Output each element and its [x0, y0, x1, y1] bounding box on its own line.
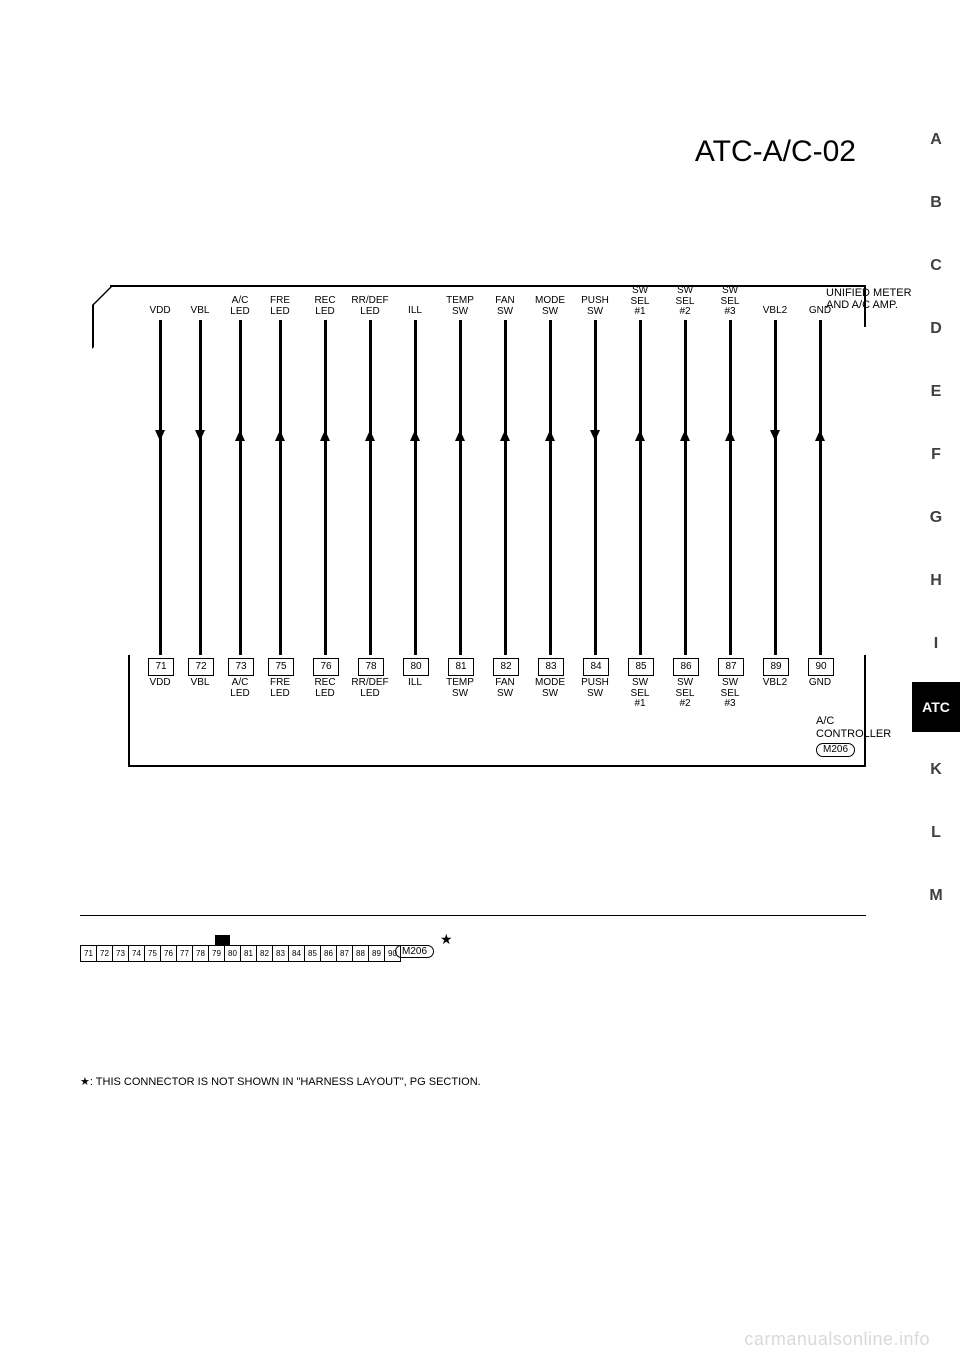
connector-pin-87: 87	[336, 945, 352, 962]
tab-m[interactable]: M	[912, 871, 960, 921]
wire-line	[684, 320, 687, 655]
arrow-down-icon	[155, 430, 165, 441]
unified-l1: UNIFIED METER	[826, 287, 912, 299]
wire-line	[239, 320, 242, 655]
ctrl-l2: CONTROLLER	[816, 728, 891, 740]
section-tabs: ABCDEFGHI ATC KLM	[912, 115, 960, 934]
connector-pin-75: 75	[144, 945, 160, 962]
wire-line	[504, 320, 507, 655]
connector-pin-77: 77	[176, 945, 192, 962]
tab-atc[interactable]: ATC	[912, 682, 960, 732]
connector-pin-80: 80	[224, 945, 240, 962]
tab-h[interactable]: H	[912, 556, 960, 606]
wire-line	[369, 320, 372, 655]
controller-connector-oval: M206	[816, 743, 855, 757]
wire-top-label: SWSEL#3	[705, 286, 755, 318]
wire-line	[159, 320, 162, 655]
connector-cells: 7172737475767778798081828384858687888990	[80, 945, 401, 962]
arrow-up-icon	[815, 430, 825, 441]
connector-pin-71: 71	[80, 945, 96, 962]
separator-line	[80, 915, 866, 916]
arrow-up-icon	[455, 430, 465, 441]
arrow-up-icon	[365, 430, 375, 441]
tab-a[interactable]: A	[912, 115, 960, 165]
connector-pin-72: 72	[96, 945, 112, 962]
tab-k[interactable]: K	[912, 745, 960, 795]
tab-e[interactable]: E	[912, 367, 960, 417]
arrow-up-icon	[545, 430, 555, 441]
wire-line	[774, 320, 777, 655]
tab-b[interactable]: B	[912, 178, 960, 228]
wire-top-label: GND	[795, 306, 845, 317]
connector-key	[215, 935, 230, 945]
footnote-text: : THIS CONNECTOR IS NOT SHOWN IN "HARNES…	[90, 1076, 481, 1088]
wire-line	[279, 320, 282, 655]
wire-line	[819, 320, 822, 655]
wire-line	[549, 320, 552, 655]
page: ABCDEFGHI ATC KLM ATC-A/C-02 UNIFIED METER…	[0, 0, 960, 1358]
arrow-down-icon	[195, 430, 205, 441]
wire-line	[594, 320, 597, 655]
arrow-up-icon	[635, 430, 645, 441]
wiring-diagram: ATC-A/C-02 UNIFIED METER AND A/C AMP. VD…	[80, 115, 876, 1195]
wire-line	[459, 320, 462, 655]
arrow-up-icon	[320, 430, 330, 441]
tab-l[interactable]: L	[912, 808, 960, 858]
arrow-up-icon	[235, 430, 245, 441]
connector-pin-86: 86	[320, 945, 336, 962]
connector-pin-88: 88	[352, 945, 368, 962]
arrow-up-icon	[680, 430, 690, 441]
tab-i[interactable]: I	[912, 619, 960, 669]
connector-pin-84: 84	[288, 945, 304, 962]
connector-pin-73: 73	[112, 945, 128, 962]
controller-box	[128, 655, 866, 767]
watermark: carmanualsonline.info	[744, 1329, 930, 1350]
connector-pin-79: 79	[208, 945, 224, 962]
arrow-down-icon	[770, 430, 780, 441]
connector-pin-78: 78	[192, 945, 208, 962]
tab-c[interactable]: C	[912, 241, 960, 291]
wire-top-label: SWSEL#1	[615, 286, 665, 318]
diagram-title: ATC-A/C-02	[695, 135, 856, 169]
wire-top-label: FRELED	[255, 296, 305, 317]
wire-line	[414, 320, 417, 655]
controller-label: A/C CONTROLLER M206	[816, 715, 916, 757]
footnote: ★: THIS CONNECTOR IS NOT SHOWN IN "HARNE…	[80, 1075, 481, 1088]
connector-pin-82: 82	[256, 945, 272, 962]
connector-pin-81: 81	[240, 945, 256, 962]
arrow-down-icon	[590, 430, 600, 441]
wire-line	[324, 320, 327, 655]
connector-pin-89: 89	[368, 945, 384, 962]
wire-top-label: RECLED	[300, 296, 350, 317]
connector-oval: M206	[395, 945, 434, 958]
wire-top-label: PUSHSW	[570, 296, 620, 317]
connector-pin-83: 83	[272, 945, 288, 962]
arrow-up-icon	[410, 430, 420, 441]
connector-pin-74: 74	[128, 945, 144, 962]
connector-pin-76: 76	[160, 945, 176, 962]
footnote-star: ★	[80, 1076, 90, 1088]
wire-top-label: ILL	[390, 306, 440, 317]
arrow-up-icon	[725, 430, 735, 441]
wire-top-label: FANSW	[480, 296, 530, 317]
arrow-up-icon	[500, 430, 510, 441]
tab-f[interactable]: F	[912, 430, 960, 480]
wire-top-label: TEMPSW	[435, 296, 485, 317]
arrow-up-icon	[275, 430, 285, 441]
wire-top-label: RR/DEFLED	[345, 296, 395, 317]
wire-line	[729, 320, 732, 655]
tab-g[interactable]: G	[912, 493, 960, 543]
connector-strip: 7172737475767778798081828384858687888990…	[80, 945, 401, 962]
wire-top-label: SWSEL#2	[660, 286, 710, 318]
wire-top-label: MODESW	[525, 296, 575, 317]
connector-star: ★	[440, 931, 453, 948]
ctrl-l1: A/C	[816, 715, 834, 727]
wire-line	[639, 320, 642, 655]
wire-line	[199, 320, 202, 655]
wire-top-label: VBL2	[750, 306, 800, 317]
tab-d[interactable]: D	[912, 304, 960, 354]
connector-pin-85: 85	[304, 945, 320, 962]
